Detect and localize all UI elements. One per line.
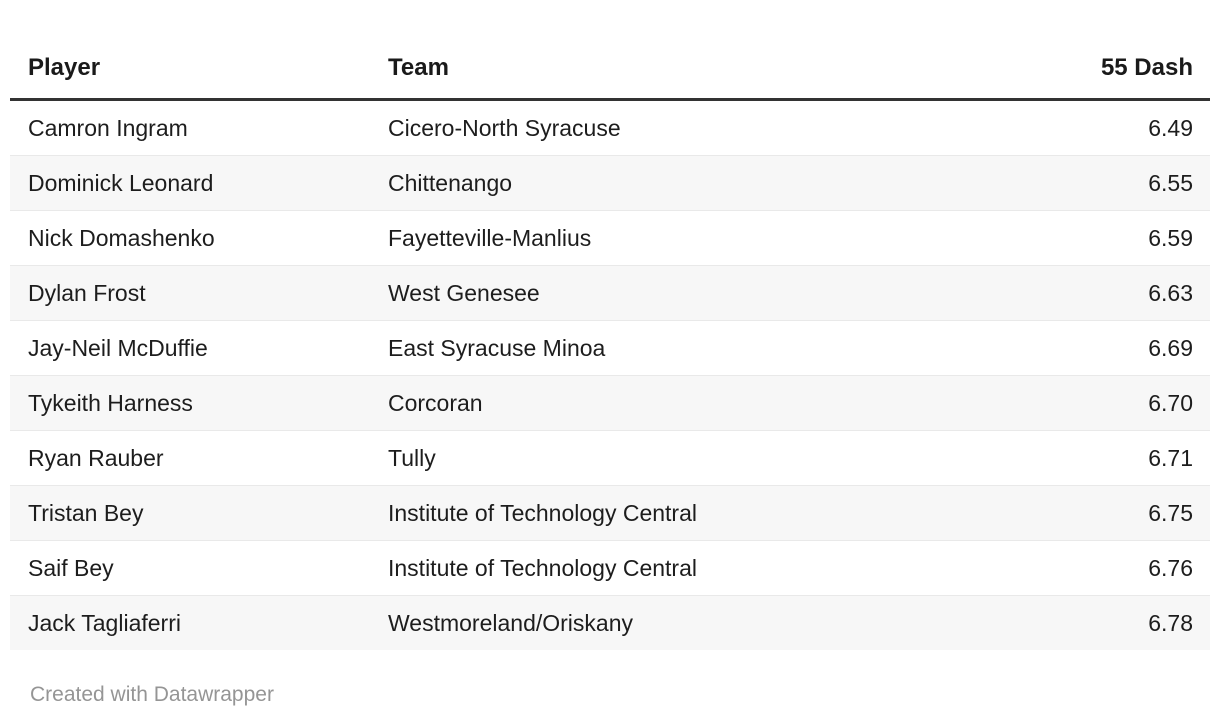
dash-time-cell: 6.63 [930,265,1210,321]
team-cell: Chittenango [370,155,930,211]
team-cell: Tully [370,430,930,486]
table-row: Dominick Leonard Chittenango 6.55 [10,155,1210,211]
player-cell: Tykeith Harness [10,375,370,431]
player-cell: Ryan Rauber [10,430,370,486]
player-cell: Dylan Frost [10,265,370,321]
dash-time-cell: 6.71 [930,430,1210,486]
table-row: Jack Tagliaferri Westmoreland/Oriskany 6… [10,595,1210,650]
table-row: Dylan Frost West Genesee 6.63 [10,265,1210,321]
player-cell: Tristan Bey [10,485,370,541]
table-row: Ryan Rauber Tully 6.71 [10,430,1210,486]
column-header-55-dash: 55 Dash [930,40,1210,101]
player-cell: Jay-Neil McDuffie [10,320,370,376]
team-cell: Cicero-North Syracuse [370,99,930,156]
dash-time-cell: 6.59 [930,210,1210,266]
dash-time-cell: 6.76 [930,540,1210,596]
dash-time-cell: 6.78 [1148,610,1193,636]
header-row: Player Team 55 Dash [10,40,1210,101]
column-header-player: Player [10,40,370,101]
team-cell: Institute of Technology Central [370,485,930,541]
datawrapper-credit-link[interactable]: Created with Datawrapper [30,683,274,706]
attribution-footer: Created with Datawrapper [30,683,1190,707]
dash-time-cell: 6.55 [930,155,1210,211]
team-cell: Fayetteville-Manlius [370,210,930,266]
dash-time-cell: 6.75 [930,485,1210,541]
player-cell: Jack Tagliaferri [28,610,181,636]
dash-time-cell: 6.49 [930,99,1210,156]
player-cell: Camron Ingram [10,99,370,156]
dash-time-cell: 6.70 [930,375,1210,431]
player-cell: Nick Domashenko [10,210,370,266]
table-header: Player Team 55 Dash [10,40,1210,101]
player-cell: Saif Bey [10,540,370,596]
results-table: Player Team 55 Dash Camron Ingram Cicero… [10,40,1210,650]
table-body: Camron Ingram Cicero-North Syracuse 6.49… [10,99,1210,650]
team-cell: Institute of Technology Central [370,540,930,596]
table-row: Nick Domashenko Fayetteville-Manlius 6.5… [10,210,1210,266]
table-row: Tykeith Harness Corcoran 6.70 [10,375,1210,431]
column-header-team: Team [370,40,930,101]
table-row: Saif Bey Institute of Technology Central… [10,540,1210,596]
table-row: Tristan Bey Institute of Technology Cent… [10,485,1210,541]
table-row: Camron Ingram Cicero-North Syracuse 6.49 [10,99,1210,156]
dash-time-cell: 6.69 [930,320,1210,376]
table-row: Jay-Neil McDuffie East Syracuse Minoa 6.… [10,320,1210,376]
team-cell: East Syracuse Minoa [370,320,930,376]
player-cell: Dominick Leonard [10,155,370,211]
team-cell: Westmoreland/Oriskany [388,610,633,636]
team-cell: Corcoran [370,375,930,431]
team-cell: West Genesee [370,265,930,321]
